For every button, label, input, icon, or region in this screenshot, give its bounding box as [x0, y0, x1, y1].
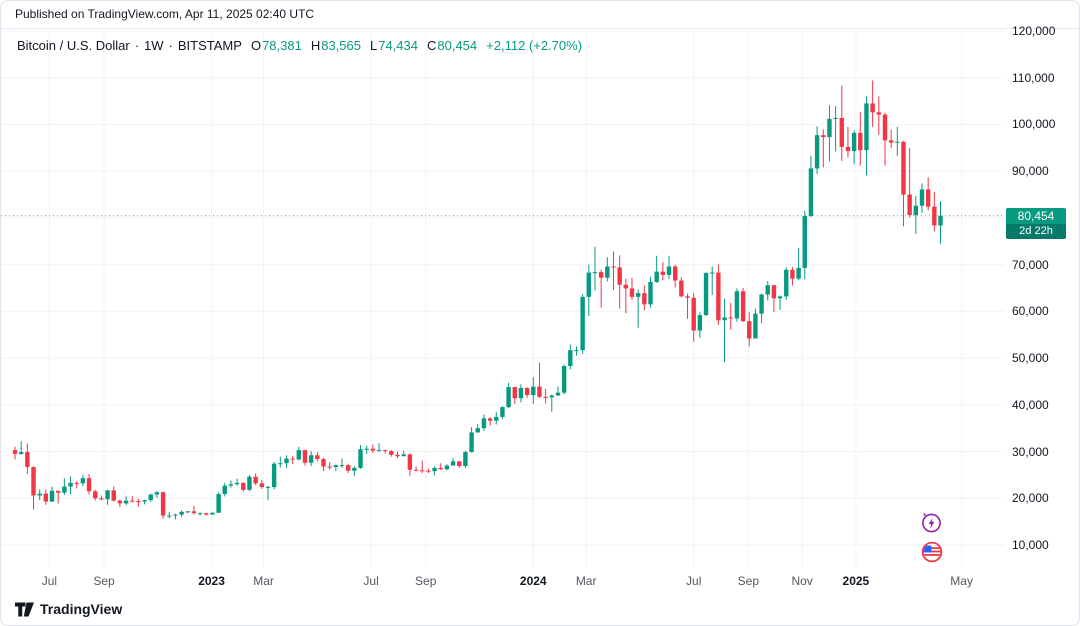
symbol-legend: Bitcoin / U.S. Dollar · 1W · BITSTAMP O78,381… [17, 38, 582, 53]
high-key: H [310, 38, 321, 53]
price-axis[interactable]: 10,000 20,000 30,000 40,000 50,000 60,000 70,0… [1006, 24, 1079, 589]
time-axis-label: Sep [415, 574, 437, 588]
close-key: C [426, 38, 437, 53]
change-value: +2,112 (+2.70%) [486, 38, 583, 53]
price-axis-label: 100,000 [1012, 117, 1056, 132]
price-axis-label: 40,000 [1012, 397, 1049, 412]
time-axis[interactable]: Jul Sep 2023 Mar Jul Sep 2024 Mar Jul Sep Nov 2025 M… [1, 573, 1006, 589]
separator-dot: · [168, 38, 173, 53]
price-axis-label: 10,000 [1012, 538, 1049, 552]
current-price-badge[interactable]: 80,454 2d 22h [1006, 207, 1066, 239]
close-value: 80,454 [437, 38, 478, 53]
price-axis-label: 60,000 [1012, 304, 1049, 319]
chart-area: Bitcoin / U.S. Dollar · 1W · BITSTAMP O78,381… [1, 24, 1079, 625]
time-axis-label: Sep [93, 574, 115, 588]
low-value: 74,434 [378, 38, 418, 53]
published-bar: Published on TradingView.com, Apr 11, 20… [1, 1, 1079, 29]
time-axis-label: 2024 [519, 574, 547, 588]
time-axis-label: Jul [686, 574, 702, 588]
tradingview-mark-icon [15, 602, 34, 617]
candlestick-chart[interactable] [1, 29, 1006, 569]
price-axis-label: 110,000 [1012, 70, 1055, 85]
separator-dot: · [134, 38, 140, 53]
open-value: 78,381 [262, 38, 302, 53]
low-key: L [369, 38, 378, 53]
price-axis-label: 120,000 [1012, 24, 1056, 38]
time-axis-label: Mar [575, 574, 597, 588]
price-axis-label: 20,000 [1012, 491, 1049, 506]
lightning-reaction-icon[interactable] [919, 510, 945, 534]
time-axis-label: 2023 [198, 574, 225, 588]
time-axis-label: May [950, 574, 973, 588]
reaction-icons [919, 510, 945, 565]
open-key: O [250, 38, 262, 53]
price-axis-label: 90,000 [1012, 164, 1049, 179]
price-axis-label: 30,000 [1012, 444, 1049, 459]
price-axis-label: 50,000 [1012, 351, 1049, 366]
symbol-title: Bitcoin / U.S. Dollar [17, 38, 130, 53]
price-axis-label: 70,000 [1012, 257, 1049, 272]
time-axis-label: Jul [363, 574, 379, 588]
high-value: 83,565 [321, 38, 361, 53]
tradingview-wordmark: TradingView [40, 601, 123, 617]
time-axis-label: Sep [737, 574, 760, 588]
bar-countdown: 2d 22h [1006, 223, 1066, 239]
time-axis-label: Jul [41, 574, 58, 588]
current-price-value: 80,454 [1006, 207, 1066, 224]
time-axis-label: 2025 [842, 574, 870, 588]
interval-label: 1W [144, 38, 164, 53]
exchange-label: BITSTAMP [177, 38, 242, 53]
tradingview-logo[interactable]: TradingView [15, 601, 122, 617]
flag-reaction-icon[interactable] [919, 539, 945, 565]
time-axis-label: Mar [253, 574, 274, 588]
time-axis-label: Nov [791, 574, 813, 588]
